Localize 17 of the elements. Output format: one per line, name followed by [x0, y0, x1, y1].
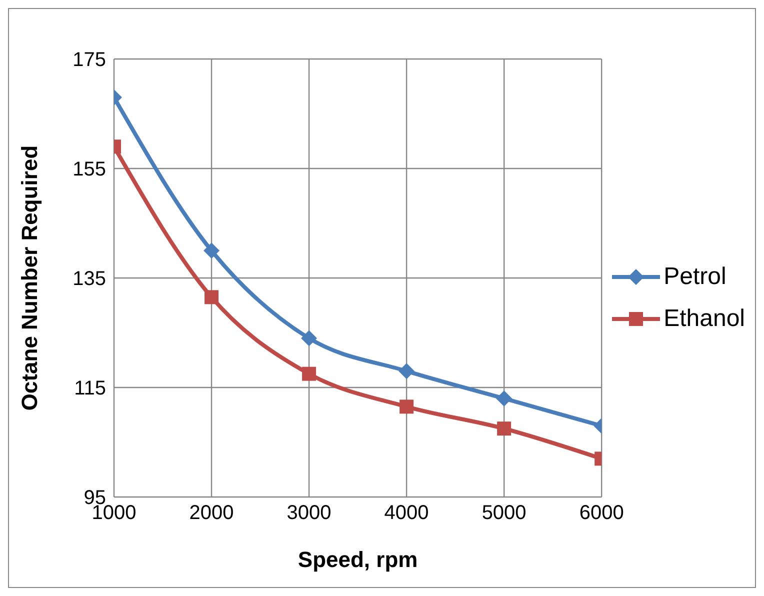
legend-label: Petrol	[664, 263, 726, 291]
y-tick-label: 155	[72, 158, 106, 181]
x-tick-label: 3000	[286, 502, 332, 524]
y-tick-label: 115	[74, 378, 106, 400]
x-tick-label: 4000	[384, 502, 429, 524]
y-tick-label: 175	[72, 49, 106, 72]
x-axis-title: Speed, rpm	[298, 547, 418, 572]
point	[302, 366, 316, 381]
point	[398, 363, 415, 380]
y-tick-label: 135	[72, 268, 106, 290]
point	[301, 330, 318, 346]
x-tick-label: 6000	[579, 502, 624, 524]
legend-label: Ethanol	[664, 305, 745, 333]
x-tick-label: 2000	[189, 502, 234, 524]
y-axis-title: Octane Number Required	[16, 145, 42, 411]
point	[400, 400, 414, 414]
x-tick-label: 5000	[482, 502, 526, 524]
